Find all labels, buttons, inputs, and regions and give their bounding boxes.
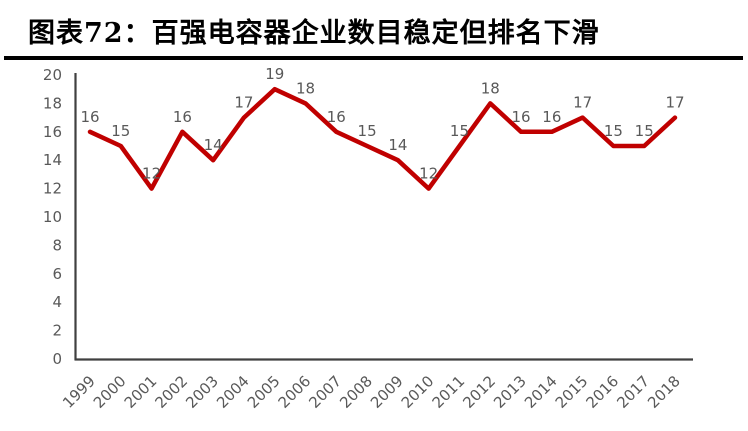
x-tick-label: 2015	[552, 372, 592, 412]
y-tick-label: 2	[52, 322, 62, 340]
x-tick-label: 2008	[336, 372, 376, 412]
data-point-label: 14	[204, 136, 223, 154]
data-point-label: 17	[573, 94, 592, 112]
y-tick-label: 12	[43, 180, 62, 198]
y-tick-label: 6	[52, 265, 62, 283]
title-underline	[4, 56, 743, 60]
data-point-label: 16	[173, 108, 192, 126]
data-point-label: 15	[358, 122, 377, 140]
y-tick-label: 14	[43, 151, 62, 169]
data-line	[87, 86, 678, 191]
x-tick-label: 2017	[613, 372, 653, 412]
data-point-label: 17	[665, 94, 684, 112]
data-point-label: 16	[327, 108, 346, 126]
x-tick-label: 2006	[275, 372, 315, 412]
data-point-label: 12	[142, 165, 161, 183]
data-point-label: 18	[296, 79, 315, 97]
x-tick-label: 2013	[490, 372, 530, 412]
x-tick-label: 1999	[59, 372, 99, 412]
y-tick-label: 18	[43, 94, 62, 112]
y-tick-label: 16	[43, 123, 62, 141]
data-point-label: 16	[512, 108, 531, 126]
data-point-label: 18	[481, 79, 500, 97]
x-tick-label: 2007	[305, 372, 345, 412]
data-point-label: 15	[635, 122, 654, 140]
x-tick-label: 2002	[151, 372, 191, 412]
data-point-label: 19	[265, 65, 284, 83]
x-tick-label: 2014	[521, 372, 561, 412]
data-point-label: 15	[604, 122, 623, 140]
y-tick-label: 8	[52, 236, 62, 254]
x-tick-label: 2012	[459, 372, 499, 412]
y-tick-label: 0	[52, 350, 62, 368]
data-point-label: 12	[419, 165, 438, 183]
x-tick-label: 2005	[244, 372, 284, 412]
data-point-label: 14	[388, 136, 407, 154]
x-tick-label: 2001	[121, 372, 161, 412]
y-tick-label: 4	[52, 293, 62, 311]
x-tick-label: 2009	[367, 372, 407, 412]
data-point-label: 15	[450, 122, 469, 140]
x-tick-label: 2003	[182, 372, 222, 412]
chart-area: 0 2 4 6 8 10 12 14 16 18 20 16 15 12 16 14 17 19 18 16 15 14 1…	[0, 60, 748, 428]
x-tick-label: 2004	[213, 372, 253, 412]
y-tick-label: 20	[43, 66, 62, 84]
figure-title: 图表72：百强电容器企业数目稳定但排名下滑	[28, 18, 600, 49]
data-point-label: 16	[542, 108, 561, 126]
data-point-label: 17	[234, 94, 253, 112]
y-tick-label: 10	[43, 208, 62, 226]
x-tick-label: 2000	[90, 372, 130, 412]
x-tick-label: 2011	[429, 372, 469, 412]
x-tick-label: 2018	[644, 372, 684, 412]
line-chart: 0246810121416182016151216141719181615141…	[43, 65, 693, 412]
x-tick-label: 2010	[398, 372, 438, 412]
x-tick-label: 2016	[583, 372, 623, 412]
data-point-label: 15	[111, 122, 130, 140]
data-point-label: 16	[80, 108, 99, 126]
